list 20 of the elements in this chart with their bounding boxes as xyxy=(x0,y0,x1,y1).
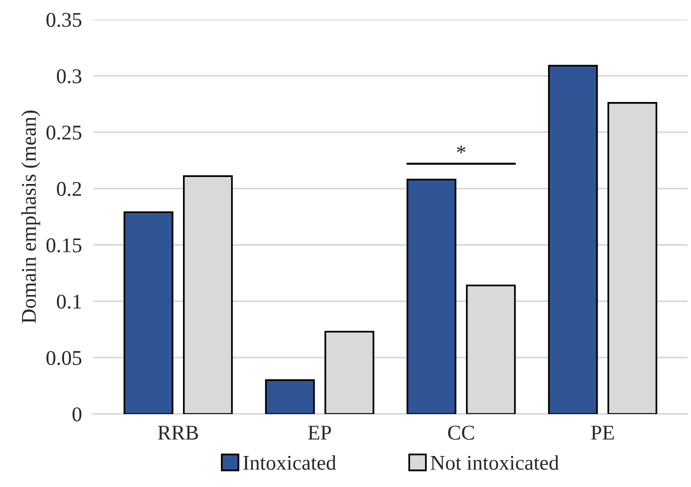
y-tick-label: 0.15 xyxy=(46,238,82,252)
y-tick-label: 0.2 xyxy=(56,182,82,196)
y-axis-title: Domain emphasis (mean) xyxy=(21,110,40,324)
y-tick-label: 0.35 xyxy=(46,12,82,28)
bar xyxy=(265,379,315,414)
bar xyxy=(124,211,174,414)
bar xyxy=(406,178,456,414)
legend-label: Intoxicated xyxy=(243,455,336,470)
x-tick-label: CC xyxy=(448,426,474,440)
bar xyxy=(548,64,598,414)
y-tick-label: 0.25 xyxy=(46,126,82,140)
x-tick-label: PE xyxy=(591,426,614,440)
annotation: * xyxy=(456,146,466,154)
y-tick-label: 0.3 xyxy=(56,69,82,84)
y-tick-label: 0.05 xyxy=(46,350,82,366)
y-tick-label: 0 xyxy=(72,407,82,422)
y-tick-label: 0.1 xyxy=(56,294,81,309)
x-tick-label: RRB xyxy=(158,426,198,440)
x-tick-label: EP xyxy=(308,426,331,440)
legend-label: Not intoxicated xyxy=(430,455,559,470)
